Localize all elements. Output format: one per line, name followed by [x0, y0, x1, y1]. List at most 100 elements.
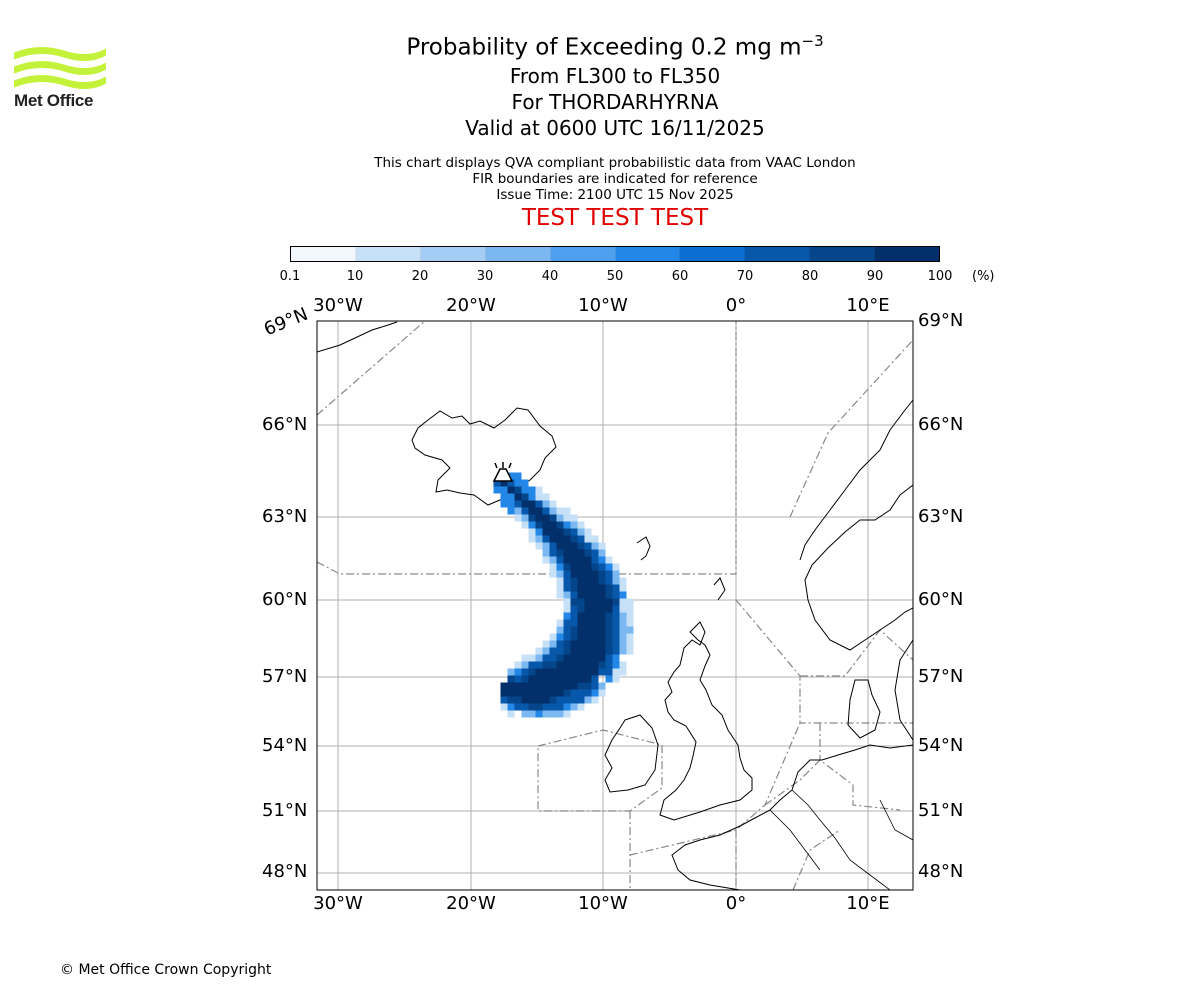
plume-cell: [577, 661, 585, 669]
description-line-3: Issue Time: 2100 UTC 15 Nov 2025: [496, 186, 734, 203]
plume-cell: [584, 556, 592, 564]
plume-cell: [556, 619, 564, 627]
plume-cell: [584, 626, 592, 634]
plume-cell: [521, 479, 529, 487]
plume-cell: [577, 570, 585, 578]
plume-cell: [598, 577, 606, 585]
colorbar-tick-label: 10: [346, 269, 364, 284]
plume-cell: [549, 682, 557, 690]
plume-cell: [500, 696, 508, 704]
lat-label-right: 48°N: [918, 861, 964, 882]
plume-cell: [605, 577, 613, 585]
plume-cell: [570, 640, 578, 648]
plume-cell: [542, 542, 550, 550]
plume-cell: [570, 528, 578, 536]
plume-cell: [577, 605, 585, 613]
plume-cell: [521, 521, 529, 529]
plume-cell: [605, 654, 613, 662]
plume-cell: [542, 528, 550, 536]
plume-cell: [535, 500, 543, 508]
plume-cell: [507, 479, 515, 487]
plume-cell: [605, 598, 613, 606]
plume-cell: [570, 626, 578, 634]
plume-cell: [619, 640, 627, 648]
plume-cell: [619, 605, 627, 613]
plume-cell: [598, 549, 606, 557]
plume-cell: [563, 591, 571, 599]
plume-cell: [570, 633, 578, 641]
plume-cell: [563, 661, 571, 669]
lat-label-right: 54°N: [918, 735, 964, 756]
plume-cell: [542, 535, 550, 543]
plume-cell: [556, 633, 564, 641]
copyright: © Met Office Crown Copyright: [60, 962, 272, 978]
plume-cell: [535, 696, 543, 704]
plume-cell: [612, 654, 620, 662]
plume-cell: [542, 514, 550, 522]
plume-cell: [577, 528, 585, 536]
plume-cell: [605, 640, 613, 648]
plume-cell: [556, 591, 564, 599]
plume-cell: [584, 612, 592, 620]
plume-cell: [598, 570, 606, 578]
plume-cell: [556, 675, 564, 683]
plume-cell: [570, 570, 578, 578]
plume-cell: [542, 682, 550, 690]
plume-cell: [528, 682, 536, 690]
plume-cell: [514, 703, 522, 711]
plume-cell: [507, 696, 515, 704]
plume-cell: [528, 493, 536, 501]
plume-cell: [619, 577, 627, 585]
plume-cell: [556, 647, 564, 655]
plume-cell: [577, 598, 585, 606]
plume-cell: [500, 493, 508, 501]
plume-cell: [591, 689, 599, 697]
plume-cell: [556, 528, 564, 536]
plume-cell: [528, 689, 536, 697]
plume-cell: [521, 703, 529, 711]
plume-cell: [591, 542, 599, 550]
plume-cell: [605, 619, 613, 627]
plume-cell: [556, 668, 564, 676]
plume-cell: [549, 514, 557, 522]
plume-cell: [591, 640, 599, 648]
plume-cell: [584, 605, 592, 613]
plume-cell: [591, 549, 599, 557]
plume-cell: [563, 640, 571, 648]
lat-label-right: 60°N: [918, 589, 964, 610]
plume-cell: [570, 556, 578, 564]
plume-cell: [570, 535, 578, 543]
plume-cell: [577, 696, 585, 704]
plume-cell: [521, 514, 529, 522]
lat-label-left: 66°N: [262, 414, 308, 435]
description-line-1: This chart displays QVA compliant probab…: [374, 154, 856, 171]
colorbar-tick-label: 40: [541, 269, 559, 284]
plume-cell: [584, 640, 592, 648]
met-office-logo: [14, 46, 106, 90]
plume-cell: [626, 647, 634, 655]
plume-cell: [521, 675, 529, 683]
subtitle-volcano: For THORDARHYRNA: [511, 89, 719, 114]
plume-cell: [556, 535, 564, 543]
plume-cell: [528, 675, 536, 683]
lat-label-right: 57°N: [918, 666, 964, 687]
plume-cell: [549, 528, 557, 536]
plume-cell: [570, 605, 578, 613]
plume-cell: [528, 486, 536, 494]
plume-cell: [521, 654, 529, 662]
lat-label-right: 63°N: [918, 506, 964, 527]
plume-cell: [598, 682, 606, 690]
plume-cell: [591, 612, 599, 620]
plume-cell: [605, 612, 613, 620]
plume-cell: [549, 675, 557, 683]
plume-cell: [521, 493, 529, 501]
plume-cell: [605, 675, 613, 683]
plume-cell: [549, 570, 557, 578]
plume-cell: [570, 549, 578, 557]
plume-cell: [612, 605, 620, 613]
plume-cell: [542, 556, 550, 564]
plume-cell: [514, 682, 522, 690]
plume-cell: [619, 647, 627, 655]
plume-cell: [507, 507, 515, 515]
plume-cell: [584, 661, 592, 669]
